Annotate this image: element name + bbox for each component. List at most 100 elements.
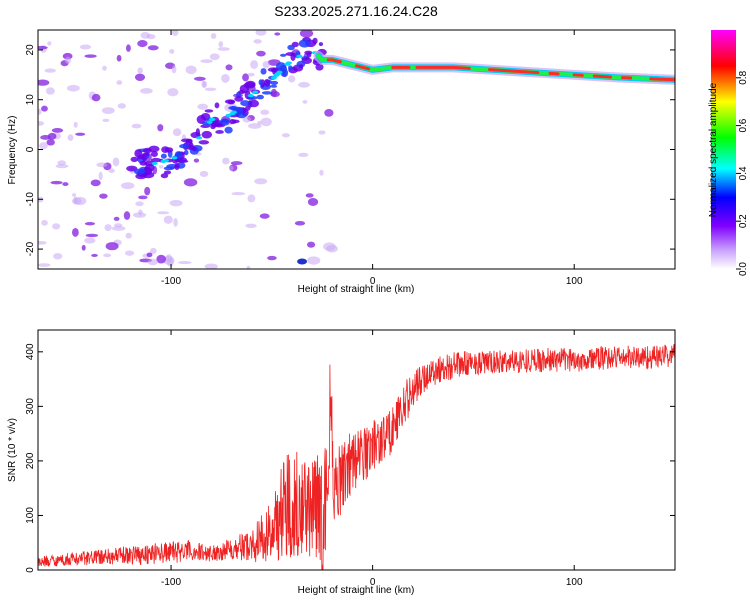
noise-blob [112,157,120,167]
chart-title: S233.2025.271.16.24.C28 [274,3,438,19]
noise-blob [134,73,146,82]
signal-peak-blob [229,111,236,116]
noise-blob [67,134,74,141]
noise-blob [150,247,157,254]
noise-blob [38,79,50,86]
noise-blob [46,139,55,146]
noise-blob [91,253,98,257]
noise-blob [288,75,296,83]
noise-blob [250,60,259,69]
signal-blob [298,39,311,48]
signal-peak-blob [162,159,169,163]
noise-blob [262,61,270,69]
spectrogram-x-axis-label: Height of straight line (km) [298,284,415,295]
noise-blob [103,253,112,258]
signal-blob [306,51,312,58]
noise-blob [253,39,262,44]
spectrogram-marks [38,30,675,269]
noise-blob [172,128,182,137]
signal-peak-blob [247,94,254,98]
noise-blob [159,165,164,169]
noise-blob [105,242,119,251]
signal-blob [224,126,233,134]
noise-blob [193,158,200,163]
signal-blob [245,105,251,111]
noise-blob [38,263,51,267]
noise-blob [147,258,159,266]
noise-blob [204,263,218,269]
noise-blob [245,223,257,229]
noise-blob [231,191,246,196]
noise-blob [137,40,148,48]
noise-blob [248,123,262,129]
signal-peak-blob [171,156,178,160]
noise-blob [225,64,233,71]
signal-blob [224,99,236,104]
spectrogram-y-axis-label: Frequency (Hz) [7,116,18,185]
noise-blob [55,164,69,169]
noise-blob [108,168,115,174]
noise-blob [84,54,97,58]
noise-blob [138,195,148,200]
noise-blob [102,65,107,71]
noise-blob [173,218,178,227]
noise-blob [38,121,45,126]
snr-frame [37,329,676,571]
noise-blob [98,171,103,181]
noise-blob [50,180,63,185]
noise-blob [51,128,64,133]
signal-peak-blob [276,70,283,74]
signal-blob [263,78,271,87]
noise-blob [123,211,131,220]
noise-blob [146,252,153,258]
noise-blob [298,81,310,88]
signal-blob [126,165,138,172]
noise-blob [229,165,234,171]
signal-peak-blob [151,161,158,166]
noise-blob [256,50,266,57]
noise-blob [169,49,175,54]
noise-blob [44,68,56,73]
noise-blob [230,161,243,166]
noise-blob [324,108,334,117]
signal-blob [214,102,220,109]
signal-blob [196,115,207,124]
noise-blob [169,199,183,207]
signal-peak-blob [206,120,213,124]
noise-blob [66,84,80,92]
noise-blob [299,30,314,38]
noise-blob [79,44,92,50]
snr-y-tick-label: 400 [25,343,36,360]
noise-blob [302,100,308,104]
noise-blob [39,142,48,150]
snr-y-tick-label: 100 [25,507,36,524]
noise-blob [96,162,108,168]
signal-peak-blob [225,113,232,118]
noise-blob [38,240,47,245]
spectrogram-y-tick-label: 20 [25,44,36,56]
signal-peak-blob [284,62,291,66]
noise-blob [125,232,132,239]
signal-blob [198,140,210,145]
spectrogram-x-tick-label: -100 [161,276,181,287]
noise-blob [75,132,86,136]
ridge-hot-segment [326,58,342,64]
noise-blob [167,88,179,97]
signal-blob [133,168,146,175]
noise-blob [242,73,249,82]
spectrogram-x-tick-label: 0 [370,276,376,287]
noise-blob [64,56,72,64]
noise-blob [221,73,230,83]
noise-blob [246,265,251,269]
noise-blob [217,47,230,51]
noise-blob [171,30,179,37]
noise-blob [202,81,208,88]
signal-blob [299,64,304,69]
noise-blob [318,130,326,135]
signal-blob [261,91,273,95]
noise-blob [260,117,272,127]
noise-blob [157,124,164,132]
ridge-hot-segment [649,77,675,82]
signal-blob [210,122,223,127]
